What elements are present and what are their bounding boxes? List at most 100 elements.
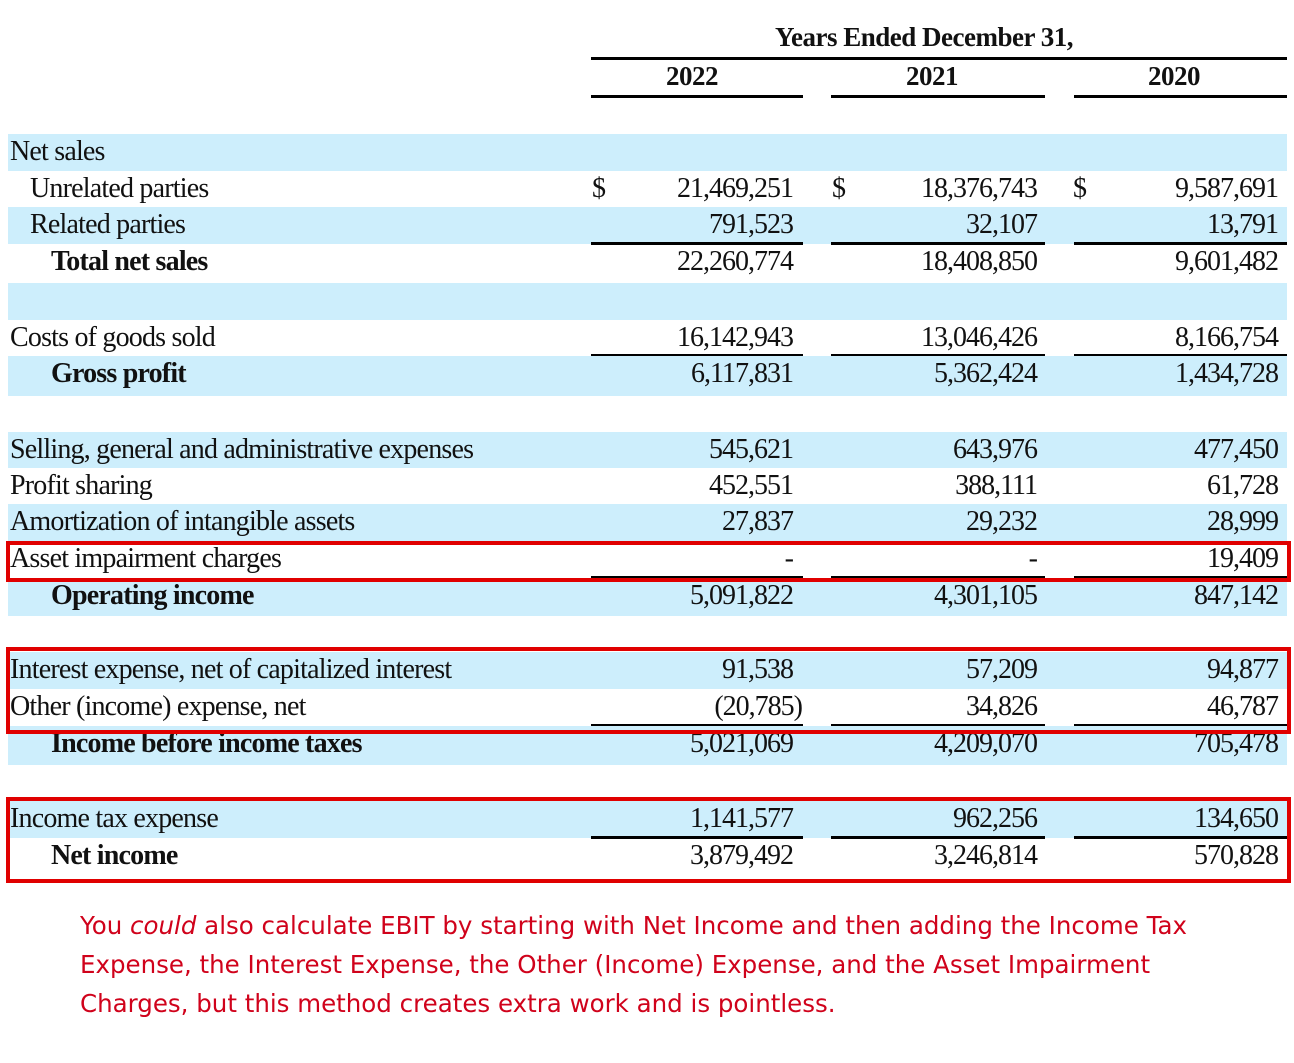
table-row: Unrelated parties 21,469,251 $18,376,743 $9… (8, 171, 1287, 207)
row-label: Total net sales (51, 246, 208, 277)
cell-value-2021: 4,301,105 (934, 580, 1038, 611)
cell-value-2022: 91,538 (722, 654, 794, 685)
subtotal-rule (591, 242, 803, 245)
cell-value-2022: (20,785) (714, 691, 803, 722)
cell-value-2020: 9,587,691 (1175, 173, 1279, 204)
subtotal-rule (1074, 724, 1287, 727)
cell-value-2021: 13,046,426 (921, 322, 1038, 353)
subtotal-rule (591, 354, 803, 357)
row-label: Costs of goods sold (10, 322, 216, 353)
cell-value-2021: 18,376,743 (921, 173, 1038, 204)
cell-value-2021: 57,209 (966, 654, 1038, 685)
year-rule-2022 (591, 95, 803, 98)
highlight-box-interest-other (6, 647, 1291, 734)
cell-value-2020: 94,877 (1207, 654, 1279, 685)
cell-value-2020: 28,999 (1207, 506, 1279, 537)
cell-value-2020: 9,601,482 (1175, 246, 1279, 277)
table-row: Asset impairment charges - - 19,409 (8, 541, 1287, 579)
table-row: Income tax expense 1,141,577 962,256 134,65… (8, 801, 1287, 839)
cell-value-2022: 5,091,822 (690, 580, 794, 611)
subtotal-rule (831, 242, 1045, 245)
subtotal-rule (591, 836, 803, 839)
note-emphasis: could (130, 911, 197, 940)
cell-value-2021: 34,826 (966, 691, 1038, 722)
row-label: Net sales (10, 136, 105, 167)
subtotal-rule (1074, 836, 1287, 839)
year-header-2020: 2020 (1148, 61, 1201, 91)
table-row: Amortization of intangible assets 27,837 2… (8, 504, 1287, 541)
cell-value-2022: - (784, 543, 794, 574)
table-row: Costs of goods sold 16,142,943 13,046,426 8… (8, 320, 1287, 357)
currency-symbol: $ (592, 173, 606, 204)
cell-value-2022: 1,141,577 (690, 803, 794, 834)
subtotal-rule (591, 576, 803, 579)
currency-symbol: $ (832, 173, 846, 204)
cell-value-2020: 8,166,754 (1175, 322, 1279, 353)
cell-value-2021: 3,246,814 (934, 840, 1038, 871)
cell-value-2022: 452,551 (709, 470, 794, 501)
year-rule-2021 (831, 95, 1045, 98)
table-row: Related parties 791,523 32,107 13,791 (8, 207, 1287, 245)
table-row (8, 396, 1287, 432)
table-row: Other (income) expense, net (20,785) 34,82… (8, 689, 1287, 727)
cell-value-2022: 22,260,774 (677, 246, 794, 277)
cell-value-2021: 388,111 (955, 470, 1038, 501)
subtotal-rule (831, 836, 1045, 839)
row-label: Gross profit (51, 358, 187, 389)
highlight-box-asset-impairment (6, 541, 1291, 582)
table-row: Gross profit 6,117,831 5,362,424 1,434,728 (8, 356, 1287, 396)
subtotal-rule (1074, 354, 1287, 357)
table-row: Net sales (8, 134, 1287, 171)
period-header: Years Ended December 31, (775, 22, 1073, 52)
subtotal-rule (831, 724, 1045, 727)
cell-value-2020: 570,828 (1194, 840, 1279, 871)
subtotal-rule (831, 576, 1045, 579)
cell-value-2021: 32,107 (966, 209, 1038, 240)
row-label: Other (income) expense, net (10, 691, 306, 722)
cell-value-2021: 962,256 (953, 803, 1038, 834)
cell-value-2022: 3,879,492 (690, 840, 794, 871)
table-row: Total net sales 22,260,774 18,408,850 9,601… (8, 244, 1287, 283)
year-rule-2020 (1074, 95, 1287, 98)
row-label: Selling, general and administrative expe… (10, 434, 474, 465)
subtotal-rule (591, 724, 803, 727)
period-header-rule (591, 57, 1287, 60)
annotation-note: You could also calculate EBIT by startin… (80, 906, 1260, 1023)
cell-value-2022: 21,469,251 (677, 173, 794, 204)
cell-value-2020: 13,791 (1207, 209, 1279, 240)
row-label: Profit sharing (10, 470, 153, 501)
cell-value-2020: 1,434,728 (1175, 358, 1279, 389)
cell-value-2020: 477,450 (1194, 434, 1279, 465)
note-text: You (80, 911, 131, 940)
cell-value-2022: 27,837 (722, 506, 794, 537)
table-row: Net income 3,879,492 3,246,814 570,828 (8, 838, 1287, 878)
cell-value-2022: 6,117,831 (691, 358, 794, 389)
row-label: Amortization of intangible assets (10, 506, 355, 537)
cell-value-2022: 791,523 (709, 209, 794, 240)
table-row: Selling, general and administrative expe… (8, 432, 1287, 468)
row-label: Operating income (51, 580, 254, 611)
cell-value-2020: 46,787 (1207, 691, 1279, 722)
row-label: Interest expense, net of capitalized int… (10, 654, 452, 685)
table-row (8, 283, 1287, 320)
table-row: Profit sharing 452,551 388,111 61,728 (8, 468, 1287, 504)
row-label: Net income (51, 840, 178, 871)
cell-value-2021: 643,976 (953, 434, 1038, 465)
cell-value-2020: 134,650 (1194, 803, 1279, 834)
currency-symbol: $ (1073, 173, 1087, 204)
subtotal-rule (1074, 576, 1287, 579)
row-label: Unrelated parties (30, 173, 209, 204)
table-row: Interest expense, net of capitalized int… (8, 652, 1287, 689)
cell-value-2020: 61,728 (1207, 470, 1279, 501)
table-row (8, 765, 1287, 801)
table-row: Operating income 5,091,822 4,301,105 847,14… (8, 578, 1287, 616)
year-header-2021: 2021 (906, 61, 959, 91)
row-label: Income tax expense (10, 803, 219, 834)
year-header-2022: 2022 (666, 61, 719, 91)
cell-value-2022: 545,621 (709, 434, 794, 465)
subtotal-rule (1074, 242, 1287, 245)
cell-value-2022: 16,142,943 (677, 322, 794, 353)
row-label: Asset impairment charges (10, 543, 282, 574)
subtotal-rule (831, 354, 1045, 357)
row-label: Related parties (30, 209, 186, 240)
